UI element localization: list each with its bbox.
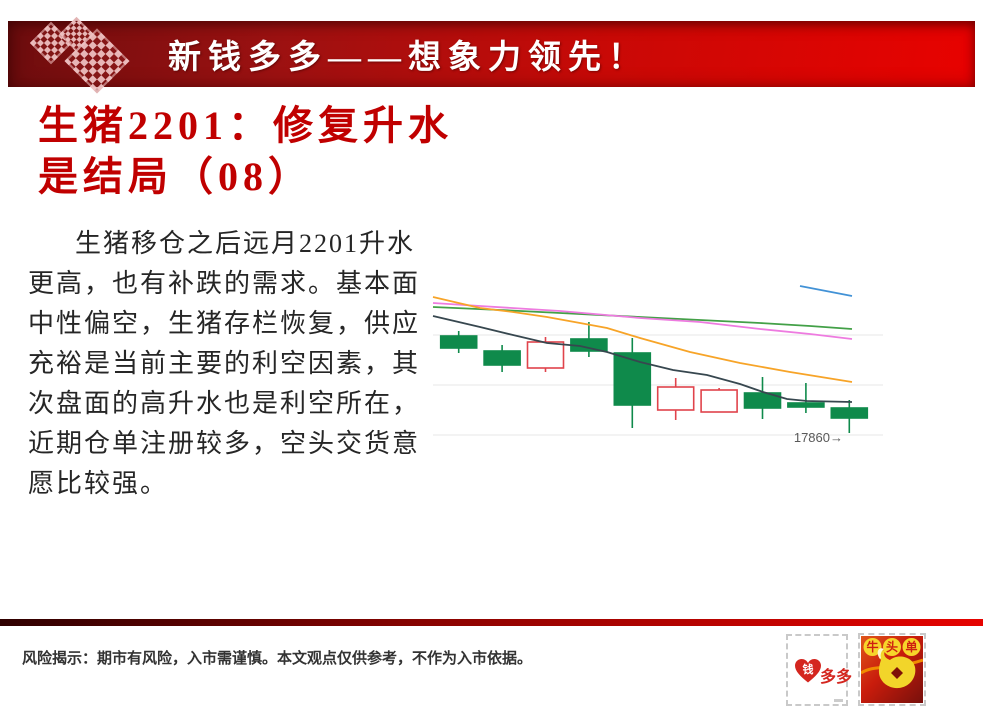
analysis-paragraph: 生猪移仓之后远月2201升水更高，也有补跌的需求。基本面 中性偏空，生猪存栏恢复，… <box>28 224 448 504</box>
candle-body <box>787 402 825 408</box>
candle-body <box>613 352 652 406</box>
ma-pink <box>432 302 853 340</box>
body-text-line: 近期仓单注册较多，空头交货意 <box>28 429 421 458</box>
page-title-line1: 生猪2201：修复升水 <box>38 103 453 148</box>
niutoudan-stamp-logo: 牛 头 单 <box>858 633 926 706</box>
ma-blue <box>799 285 853 297</box>
candle-body <box>700 389 738 413</box>
body-text-line: 更高，也有补跌的需求。基本面 <box>28 269 421 298</box>
heart-icon: 钱 <box>795 659 821 683</box>
qianduoduo-stamp-logo: 钱 多多 <box>786 634 852 706</box>
body-text-line: 生猪移仓之后远月2201升水 <box>75 229 416 258</box>
page-title: 生猪2201：修复升水 是结局（08） <box>38 100 453 202</box>
ma-green <box>432 306 853 330</box>
candle-body <box>526 341 565 369</box>
bull-head-icon: 牛 头 单 <box>860 636 924 703</box>
header-banner: 新钱多多——想象力领先！ <box>8 16 975 94</box>
candle-body <box>743 392 782 409</box>
banner-slogan: 新钱多多——想象力领先！ <box>168 40 648 76</box>
stamp-label: 多多 <box>820 669 853 686</box>
stamp-serial-mark <box>834 699 843 702</box>
stamp-heart-char: 钱 <box>803 662 814 676</box>
candlestick-chart: 17860→ <box>432 285 883 445</box>
price-label: 17860→ <box>794 430 843 445</box>
candle-body <box>483 350 521 366</box>
ma-dark <box>432 315 853 403</box>
candle-body <box>439 335 478 349</box>
body-text-line: 中性偏空，生猪存栏恢复，供应 <box>28 309 421 338</box>
body-text-line: 次盘面的高升水也是利空所在， <box>28 389 421 418</box>
body-text-line: 愿比较强。 <box>28 469 169 498</box>
stamp-char-niu: 牛 <box>866 639 878 654</box>
footer-divider <box>0 619 983 626</box>
page-title-line2: 是结局（08） <box>38 154 313 199</box>
candle-body <box>656 386 695 411</box>
stamp-char-tou: 头 <box>886 639 898 654</box>
candle-body <box>830 407 869 419</box>
body-text-line: 充裕是当前主要的利空因素，其 <box>28 349 421 378</box>
ma-orange <box>432 296 853 383</box>
stamp-char-dan: 单 <box>905 639 917 654</box>
risk-disclaimer: 风险揭示：期市有风险，入市需谨慎。本文观点仅供参考，不作为入市依据。 <box>22 651 533 667</box>
